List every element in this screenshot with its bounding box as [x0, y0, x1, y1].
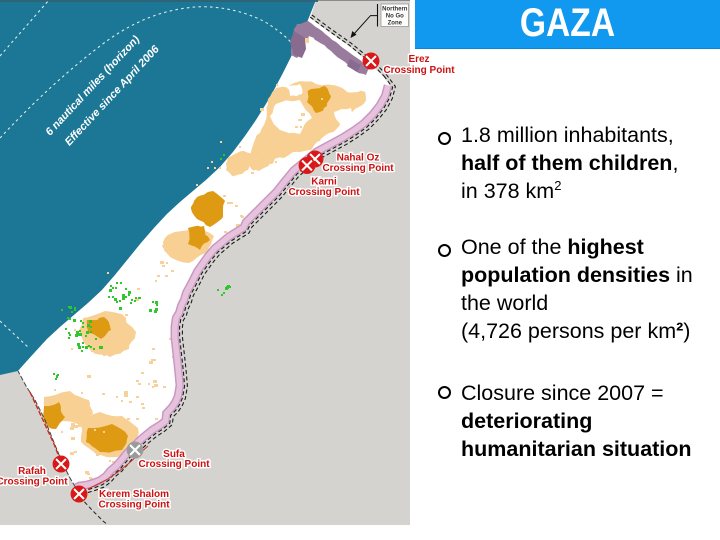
svg-text:Kerem Shalom: Kerem Shalom [99, 489, 169, 500]
svg-text:Northern: Northern [382, 7, 408, 13]
svg-text:Crossing Point: Crossing Point [98, 500, 170, 511]
svg-text:No Go: No Go [386, 14, 404, 20]
svg-text:Crossing Point: Crossing Point [0, 477, 68, 488]
svg-text:Zone: Zone [388, 21, 403, 27]
svg-text:Rafah: Rafah [18, 466, 46, 477]
svg-text:Crossing Point: Crossing Point [322, 163, 394, 174]
svg-text:Crossing Point: Crossing Point [138, 459, 210, 470]
svg-text:Erez: Erez [408, 54, 429, 65]
svg-text:Crossing Point: Crossing Point [288, 187, 360, 198]
svg-text:Sufa: Sufa [163, 449, 185, 460]
svg-text:Crossing Point: Crossing Point [383, 65, 455, 76]
svg-text:Karni: Karni [311, 177, 337, 188]
svg-text:Nahal Oz: Nahal Oz [337, 153, 380, 164]
